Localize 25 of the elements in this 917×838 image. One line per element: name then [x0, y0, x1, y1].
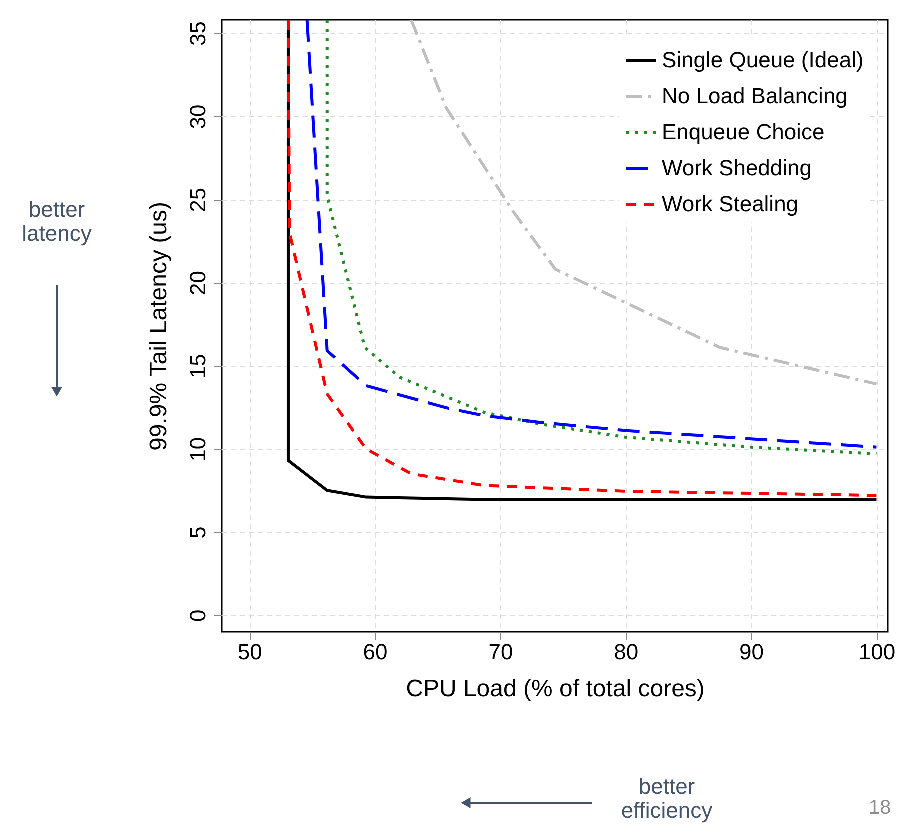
- y-tick-label: 35: [186, 22, 210, 46]
- x-tick-label: 60: [363, 640, 388, 664]
- y-tick-label: 25: [186, 188, 210, 212]
- x-tick-label: 50: [238, 640, 262, 664]
- y-tick-label: 20: [186, 271, 210, 296]
- legend-label: No Load Balancing: [662, 84, 848, 108]
- text: better efficiency: [621, 774, 713, 823]
- y-tick-label: 5: [186, 526, 210, 539]
- x-axis-title: CPU Load (% of total cores): [406, 676, 705, 702]
- legend-label: Enqueue Choice: [662, 120, 825, 144]
- legend-label: Work Shedding: [662, 156, 812, 180]
- y-tick-label: 15: [186, 354, 210, 379]
- y-tick-label: 30: [186, 104, 210, 130]
- legend-label: Single Queue (Ideal): [662, 48, 864, 72]
- y-tick-label: 0: [186, 610, 210, 622]
- legend-label: Work Stealing: [662, 192, 799, 216]
- line-series: [410, 20, 878, 386]
- y-axis-title: 99.9% Tail Latency (us): [146, 202, 172, 452]
- x-tick-label: 90: [740, 640, 764, 664]
- x-tick-label: 80: [614, 640, 639, 664]
- text: better latency: [22, 197, 92, 246]
- text: 18: [868, 797, 892, 819]
- x-tick-label: 70: [488, 640, 514, 664]
- y-tick-label: 10: [186, 437, 210, 462]
- x-tick-label: 100: [858, 640, 896, 664]
